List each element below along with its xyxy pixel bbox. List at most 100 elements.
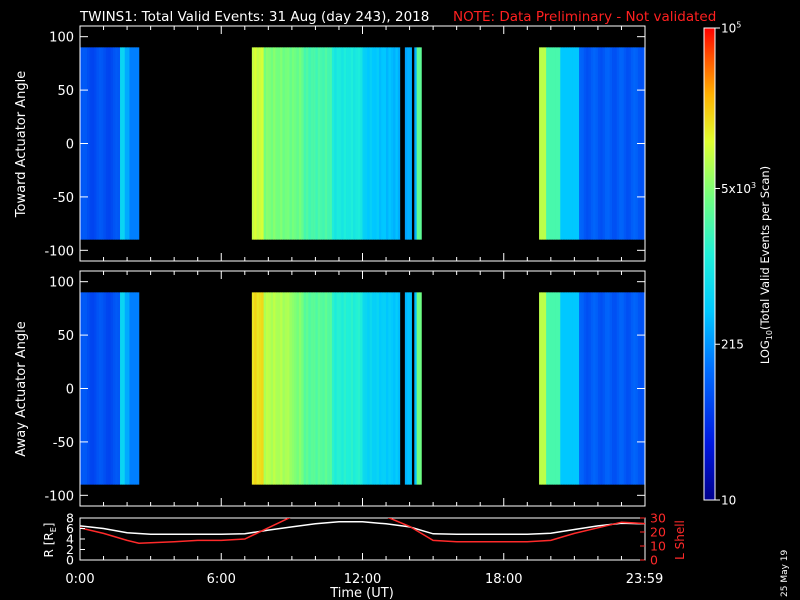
colorbar-label-sub: 10 bbox=[765, 330, 774, 340]
heatmap-cell bbox=[273, 47, 276, 240]
heatmap-cell bbox=[588, 292, 592, 485]
heatmap-cell bbox=[362, 292, 366, 485]
heatmap-cell bbox=[258, 292, 262, 485]
heatmap-cell bbox=[555, 47, 559, 240]
heatmap-cell bbox=[108, 292, 111, 485]
heatmap-cell bbox=[101, 292, 104, 485]
preliminary-note: NOTE: Data Preliminary - Not validated bbox=[453, 9, 716, 25]
heatmap-cell bbox=[343, 292, 347, 485]
heatmap-cell bbox=[371, 292, 375, 485]
heatmap-cell bbox=[353, 47, 356, 240]
heatmap-cell bbox=[346, 292, 349, 485]
r-series-line bbox=[80, 520, 645, 536]
y-tick-label: -50 bbox=[53, 436, 74, 451]
heatmap-cell bbox=[105, 47, 109, 240]
r-tick-label: 2 bbox=[66, 542, 74, 557]
heatmap-cell bbox=[555, 292, 559, 485]
heatmap-cell bbox=[289, 47, 293, 240]
heatmap-cell bbox=[87, 292, 90, 485]
heatmap-cell bbox=[614, 292, 618, 485]
heatmap-cell bbox=[362, 47, 366, 240]
heatmap-cell bbox=[395, 292, 399, 485]
heatmap-cell bbox=[397, 47, 401, 240]
time-tick-label: 18:00 bbox=[485, 572, 522, 587]
heatmap-cell bbox=[261, 292, 265, 485]
heatmap-cell bbox=[291, 47, 295, 240]
heatmap-cell bbox=[329, 292, 333, 485]
heatmap-cell bbox=[604, 292, 608, 485]
heatmap-cell bbox=[322, 292, 326, 485]
r-axis-label-sub: E bbox=[49, 527, 58, 532]
heatmap-cell bbox=[600, 47, 604, 240]
heatmap-cell bbox=[96, 47, 100, 240]
heatmap-cell bbox=[569, 292, 573, 485]
y-tick-label: 100 bbox=[49, 31, 74, 46]
heatmap-cell bbox=[572, 292, 575, 485]
heatmap-cell bbox=[409, 292, 413, 485]
heatmap-cell bbox=[574, 292, 578, 485]
heatmap-cell bbox=[120, 292, 123, 485]
heatmap-cell bbox=[411, 47, 415, 240]
heatmap-cell bbox=[258, 47, 262, 240]
heatmap-cell bbox=[378, 292, 382, 485]
heatmap-cell bbox=[614, 47, 618, 240]
y-tick-label: -100 bbox=[44, 244, 74, 259]
heatmap-cell bbox=[543, 47, 547, 240]
heatmap-cell bbox=[369, 292, 373, 485]
heatmap-cell bbox=[553, 47, 556, 240]
colorbar-tick-label: 215 bbox=[721, 338, 744, 352]
heatmap-cell bbox=[579, 47, 582, 240]
heatmap-cell bbox=[604, 47, 608, 240]
toward-actuator-panel: 100 50 0 -50 -100 Toward Actuator Angle bbox=[14, 25, 646, 262]
lshell-tick-label: 10 bbox=[650, 539, 666, 554]
heatmap-cell bbox=[572, 47, 575, 240]
lshell-series-line bbox=[80, 518, 645, 544]
heatmap-cell bbox=[348, 47, 352, 240]
r-tick-label: 8 bbox=[66, 511, 74, 526]
heatmap-cell bbox=[280, 292, 283, 485]
heatmap-cell bbox=[306, 47, 309, 240]
heatmap-cell bbox=[383, 292, 387, 485]
heatmap-cell bbox=[619, 47, 622, 240]
colorbar-gradient bbox=[703, 27, 716, 501]
heatmap-cell bbox=[378, 47, 382, 240]
heatmap-cell bbox=[583, 292, 587, 485]
heatmap-cell bbox=[360, 47, 363, 240]
heatmap-cell bbox=[586, 47, 589, 240]
heatmap-cell bbox=[609, 292, 613, 485]
heatmap-cell bbox=[115, 292, 119, 485]
heatmap-cell bbox=[623, 292, 627, 485]
heatmap-cell bbox=[294, 292, 297, 485]
heatmap-cell bbox=[546, 47, 549, 240]
heatmap-cell bbox=[122, 292, 126, 485]
heatmap-cell bbox=[590, 47, 594, 240]
heatmap-cell bbox=[381, 47, 385, 240]
heatmap-cell bbox=[298, 47, 302, 240]
heatmap-cell bbox=[87, 47, 90, 240]
heatmap-cell bbox=[567, 292, 571, 485]
heatmap-cell bbox=[416, 47, 420, 240]
heatmap-cell bbox=[131, 47, 135, 240]
heatmap-cell bbox=[630, 292, 634, 485]
heatmap-cell bbox=[386, 47, 389, 240]
heatmap-cell bbox=[402, 47, 406, 240]
heatmap-cell bbox=[612, 47, 615, 240]
r-axis-label: R [RE] bbox=[42, 523, 58, 558]
heatmap-cell bbox=[338, 47, 342, 240]
heatmap-cell bbox=[376, 47, 380, 240]
heatmap-cell bbox=[350, 292, 354, 485]
heatmap-cell bbox=[317, 47, 321, 240]
lshell-tick-label: 30 bbox=[650, 511, 666, 526]
heatmap-cell bbox=[390, 292, 394, 485]
heatmap-cell bbox=[369, 47, 373, 240]
heatmap-cell bbox=[543, 292, 547, 485]
orbit-lines bbox=[80, 518, 645, 544]
heatmap-cell bbox=[331, 47, 335, 240]
heatmap-cell bbox=[586, 292, 589, 485]
chart-title: TWINS1: Total Valid Events: 31 Aug (day … bbox=[79, 9, 429, 25]
heatmap-cell bbox=[355, 292, 359, 485]
heatmap-cell bbox=[112, 292, 116, 485]
heatmap-cell bbox=[553, 292, 556, 485]
